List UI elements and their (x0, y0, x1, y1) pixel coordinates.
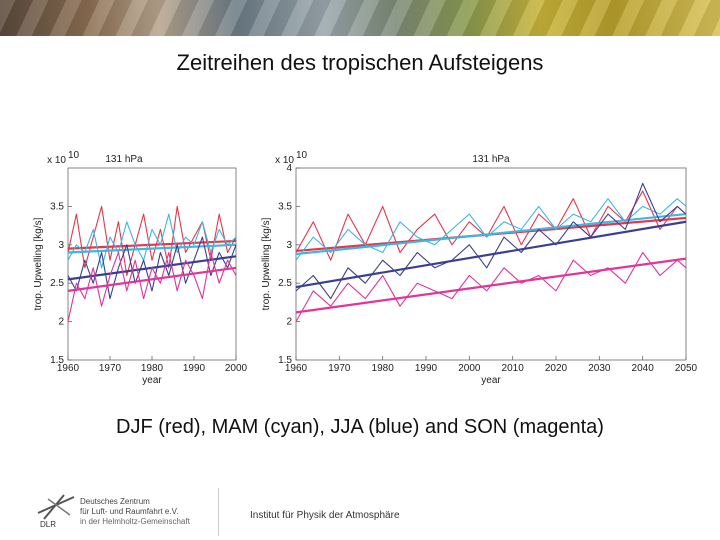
dlr-logo-icon: DLR (37, 494, 75, 529)
footer-institute: Institut für Physik der Atmosphäre (250, 510, 400, 521)
x-tick-label: 1980 (372, 363, 395, 374)
series-line-mam (67, 213, 237, 269)
trend-line-son (295, 257, 687, 314)
chart-1960-2000-svg: 1960 1970 1980 1990 2000 1.5 2 2.5 3 3.5 x 10 10 131… (33, 150, 248, 386)
x-tick-label: 1990 (415, 363, 438, 374)
chart-title: 131 hPa (472, 154, 510, 165)
y-axis-label: trop. Upwelling [kg/s] (261, 217, 272, 310)
chart-1960-2000: 1960 1970 1980 1990 2000 1.5 2 2.5 3 3.5 x 10 10 131… (30, 150, 248, 395)
x-tick-label: 2020 (545, 363, 568, 374)
x-tick-label: 2050 (675, 363, 698, 374)
x-axis-label: year (481, 375, 501, 386)
x-axis-label: year (142, 375, 162, 386)
y-exponent: 10 (68, 150, 80, 161)
x-tick-label: 1970 (99, 363, 122, 374)
x-tick-label: 1960 (285, 363, 308, 374)
page-title: Zeitreihen des tropischen Aufsteigens (176, 50, 544, 75)
chart-title: 131 hPa (105, 154, 143, 165)
dlr-logo: DLR (34, 489, 78, 534)
dlr-organisation: Deutsches Zentrum für Luft- und Raumfahr… (80, 497, 190, 527)
trend-line-mam (295, 212, 687, 256)
y-tick-label: 2.5 (278, 278, 292, 289)
caption: DJF (red), MAM (cyan), JJA (blue) and SO… (116, 416, 604, 438)
y-tick-label: 3.5 (50, 201, 64, 212)
header-banner (0, 0, 720, 36)
chart-1960-2050: 1960 1970 1980 1990 2000 2010 2020 2030 2040 2050… (258, 150, 703, 395)
org-line-2: für Luft- und Raumfahrt e.V. (80, 507, 179, 516)
x-tick-label: 2030 (588, 363, 611, 374)
x-tick-label: 1980 (141, 363, 164, 374)
y-tick-label: 4 (286, 163, 292, 174)
x-tick-label: 2000 (225, 363, 248, 374)
dlr-logo-label: DLR (40, 520, 56, 529)
x-tick-label: 2000 (458, 363, 481, 374)
footer-divider (218, 488, 219, 536)
y-axis-label: trop. Upwelling [kg/s] (33, 217, 44, 310)
chart-1960-2050-svg: 1960 1970 1980 1990 2000 2010 2020 2030 2040 2050… (261, 150, 698, 386)
org-line-1: Deutsches Zentrum (80, 497, 150, 506)
x-tick-label: 1970 (328, 363, 351, 374)
org-line-3: in der Helmholtz-Gemeinschaft (80, 517, 190, 526)
y-tick-label: 1.5 (50, 355, 64, 366)
y-tick-label: 3 (286, 240, 292, 251)
y-tick-label: 2 (58, 317, 64, 328)
x-tick-label: 1960 (57, 363, 80, 374)
y-tick-label: 2.5 (50, 278, 64, 289)
y-tick-label: 2 (286, 317, 292, 328)
series-line-djf (295, 190, 687, 261)
series-line-jja (67, 236, 237, 300)
banner-pattern (0, 0, 720, 36)
trend-line-mam (67, 243, 237, 254)
y-tick-label: 1.5 (278, 355, 292, 366)
trend-line-son (67, 266, 237, 292)
series-line-djf (67, 205, 237, 277)
x-tick-label: 2040 (632, 363, 655, 374)
series-line-son (295, 251, 687, 322)
y-tick-label: 3 (58, 240, 64, 251)
y-multiplier: x 10 (47, 155, 66, 166)
x-tick-label: 1990 (183, 363, 206, 374)
y-multiplier: x 10 (275, 155, 294, 166)
x-tick-label: 2010 (502, 363, 525, 374)
plot-area (67, 167, 237, 361)
y-exponent: 10 (296, 150, 308, 161)
plot-area (295, 167, 687, 361)
y-tick-label: 3.5 (278, 201, 292, 212)
series-line-son (67, 251, 237, 322)
trend-line-jja (295, 220, 687, 289)
series-line-jja (295, 182, 687, 300)
